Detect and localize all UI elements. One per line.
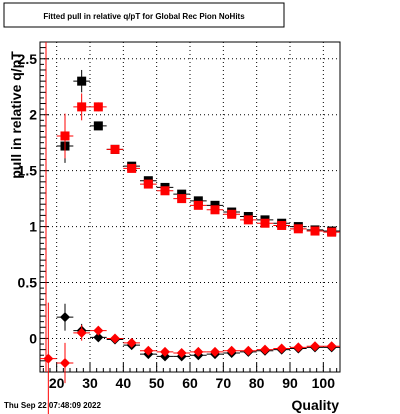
x-tick-label: 60 [182,375,198,391]
square-marker [77,102,87,112]
square-marker [193,200,203,210]
y-tick-label: 0.5 [18,275,38,291]
square-marker [93,102,103,112]
diamond-marker [293,342,304,353]
square-marker [160,186,170,196]
diamond-marker [243,345,254,356]
y-tick-label: 1.5 [18,163,38,179]
y-axis-title: pull in relative q/pT [8,51,24,179]
square-marker [110,144,120,154]
diamond-marker [326,341,337,352]
chart-title: Fitted pull in relative q/pT for Global … [43,12,245,21]
x-tick-label: 20 [49,375,65,391]
x-tick-label: 40 [116,375,132,391]
square-marker [277,220,287,230]
diamond-marker [210,346,220,357]
square-marker [127,163,137,173]
timestamp: Thu Sep 22 07:48:09 2022 [4,401,101,410]
title-box [3,2,285,28]
x-tick-label: 70 [216,375,232,391]
diamond-marker [76,327,87,338]
diamond-marker [310,341,320,352]
diamond-marker [193,346,204,357]
y-tick-label: 2.5 [18,51,38,67]
diamond-marker [260,344,270,355]
square-marker [143,179,153,189]
x-axis-title: Quality [292,397,340,413]
diamond-marker [143,345,154,356]
x-tick-label: 50 [149,375,165,391]
y-tick-label: 0 [29,330,37,346]
diamond-marker [276,343,287,354]
y-axis: 0 0.5 1 1.5 2 2.5 [18,47,49,367]
diamond-marker [93,325,104,336]
plot-frame [39,41,341,373]
square-marker [77,76,87,86]
y-tick-label: 2 [29,107,37,123]
x-tick-label: 90 [282,375,298,391]
square-marker [177,194,187,204]
x-tick-label: 100 [312,375,336,391]
data-marks [40,69,340,414]
diamond-marker [110,333,120,344]
square-marker [243,215,253,225]
square-marker [293,224,303,234]
diamond-marker [226,345,237,356]
x-axis: 20 30 40 50 60 70 80 90 100 [42,363,338,391]
diamond-marker [126,337,137,348]
diamond-marker [160,346,170,357]
square-marker [327,227,337,237]
diamond-marker [60,358,70,369]
x-tick-label: 30 [82,375,98,391]
y-tick-label: 1 [29,219,37,235]
square-marker [227,209,237,219]
square-marker [60,131,70,141]
diamond-marker [176,347,187,358]
square-marker [93,121,103,131]
square-marker [210,205,220,215]
diamond-marker [60,312,70,323]
square-marker [260,218,270,228]
diamond-marker [93,332,104,343]
x-tick-label: 80 [249,375,265,391]
square-marker [310,226,320,236]
